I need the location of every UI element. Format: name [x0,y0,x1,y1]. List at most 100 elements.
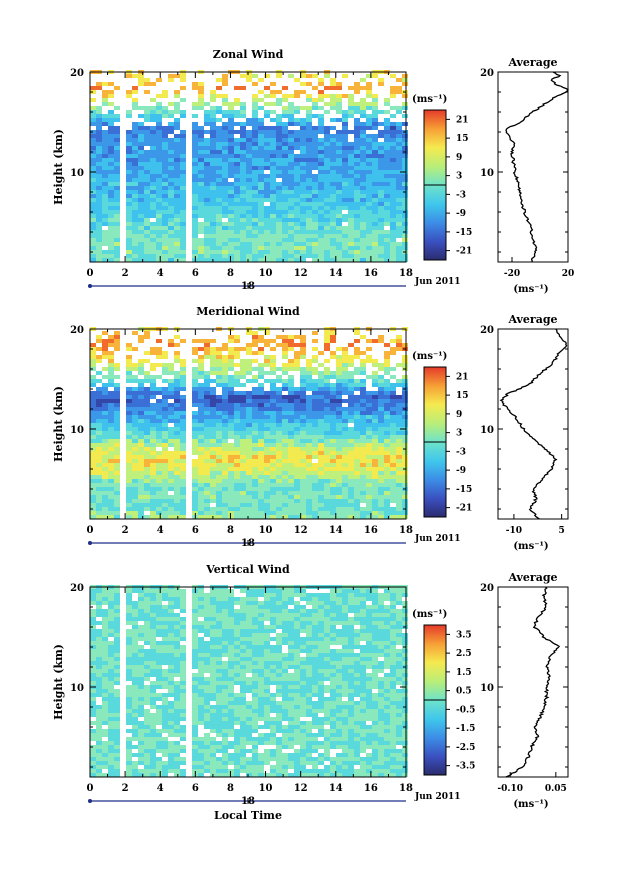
heatmap-cell [390,367,396,371]
heatmap-cell [324,411,330,415]
heatmap-cell [324,395,330,399]
heatmap-cell [246,367,252,371]
heatmap-cell [126,250,132,254]
heatmap-cell [288,363,294,367]
heatmap-cell [210,158,216,162]
heatmap-cell [366,403,372,407]
heatmap-cell [360,407,366,411]
heatmap-cell [288,190,294,194]
heatmap-cell [252,230,258,234]
heatmap-cell [282,379,288,383]
heatmap-cell [210,118,216,122]
heatmap-cell [222,238,228,242]
heatmap-cell [330,250,336,254]
heatmap-cell [318,154,324,158]
heatmap-cell [282,395,288,399]
heatmap-cell [330,415,336,419]
heatmap-cell [138,407,144,411]
heatmap-cell [252,166,258,170]
heatmap-cell [228,411,234,415]
heatmap-cell [300,130,306,134]
x-tick-label: 4 [157,268,164,279]
heatmap-cell [90,246,96,250]
heatmap-cell [126,242,132,246]
heatmap-cell [132,106,138,110]
heatmap-cell [108,661,114,665]
heatmap-cell [246,359,252,363]
heatmap-cell [162,142,168,146]
heatmap-cell [144,226,150,230]
heatmap-cell [204,463,210,467]
heatmap-cell [192,439,198,443]
heatmap-cell [384,162,390,166]
heatmap-cell [126,689,132,693]
heatmap-cell [114,451,120,455]
heatmap-cell [306,415,312,419]
heatmap-cell [210,427,216,431]
heatmap-cell [282,254,288,258]
heatmap-cell [306,503,312,507]
heatmap-cell [282,214,288,218]
heatmap-cell [384,363,390,367]
heatmap-cell [366,102,372,106]
heatmap-cell [276,343,282,347]
heatmap-cell [156,471,162,475]
heatmap-cell [390,190,396,194]
heatmap-cell [162,234,168,238]
heatmap-cell [384,194,390,198]
heatmap-cell [348,475,354,479]
heatmap-cell [162,713,168,717]
colorbar-tick-label: -21 [456,247,472,257]
heatmap-cell [396,491,402,495]
heatmap-cell [240,455,246,459]
heatmap-cell [114,399,120,403]
heatmap-cell [300,439,306,443]
heatmap-cell [390,170,396,174]
x-tick-label: 2 [122,268,129,279]
heatmap-cell [216,182,222,186]
heatmap-cell [162,661,168,665]
heatmap-cell [324,230,330,234]
heatmap-cell [180,142,186,146]
heatmap-cell [228,102,234,106]
heatmap-cell [264,102,270,106]
heatmap-cell [138,645,144,649]
heatmap-cell [246,118,252,122]
heatmap-cell [390,186,396,190]
heatmap-cell [216,206,222,210]
heatmap-cell [354,435,360,439]
heatmap-cell [396,126,402,130]
heatmap-cell [360,242,366,246]
heatmap-cell [354,411,360,415]
heatmap-cell [96,126,102,130]
heatmap-cell [180,234,186,238]
heatmap-cell [348,254,354,258]
heatmap-cell [168,745,174,749]
heatmap-cell [228,495,234,499]
heatmap-cell [90,511,96,515]
heatmap-cell [240,86,246,90]
heatmap-cell [360,214,366,218]
heatmap-cell [90,162,96,166]
heatmap-cell [132,733,138,737]
heatmap-cell [210,451,216,455]
heatmap-cell [216,507,222,511]
heatmap-cell [300,230,306,234]
heatmap-cell [102,515,108,519]
heatmap-cell [150,645,156,649]
heatmap-cell [198,435,204,439]
heatmap-cell [402,415,408,419]
heatmap-cell [132,491,138,495]
heatmap-cell [288,194,294,198]
heatmap-cell [264,427,270,431]
heatmap-cell [96,661,102,665]
heatmap-cell [288,230,294,234]
heatmap-cell [360,130,366,134]
heatmap-cell [198,86,204,90]
heatmap-cell [192,210,198,214]
heatmap-cell [114,495,120,499]
heatmap-cell [372,146,378,150]
heatmap-cell [108,226,114,230]
heatmap-cell [162,230,168,234]
